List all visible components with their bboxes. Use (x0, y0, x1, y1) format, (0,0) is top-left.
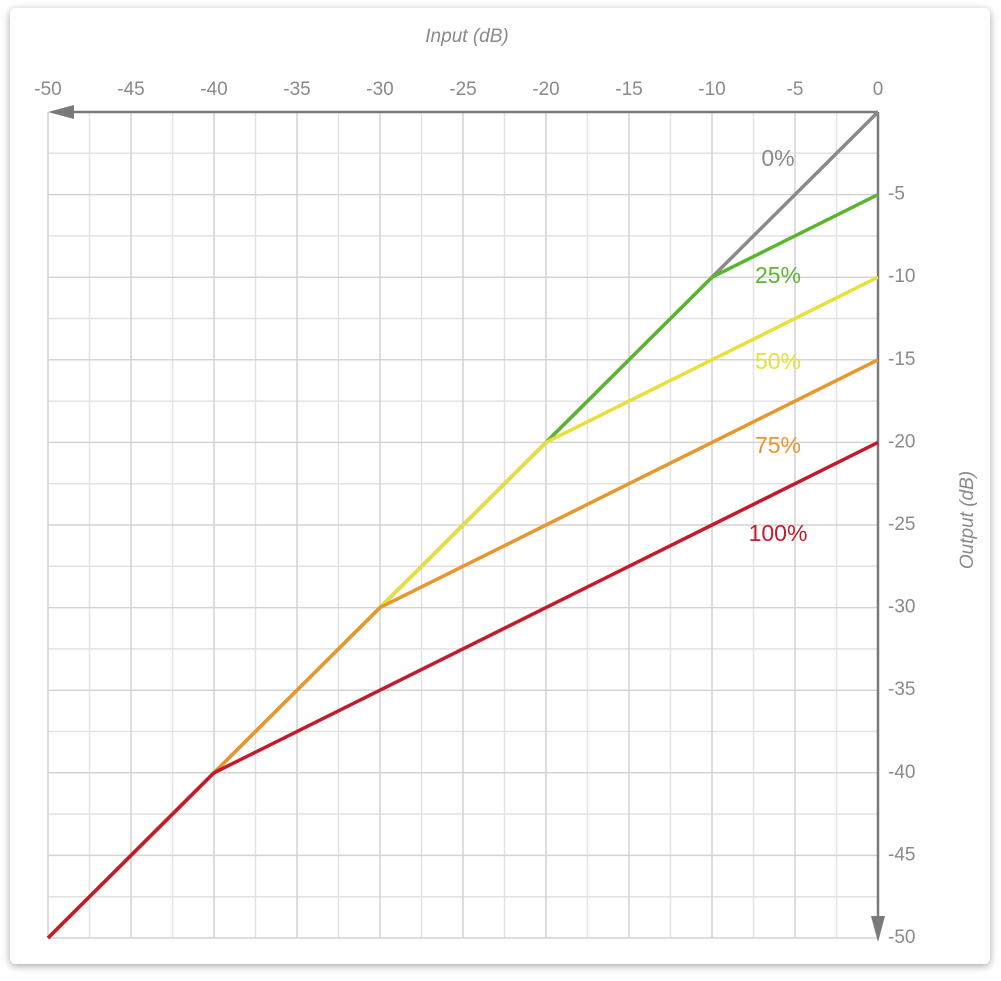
series-label: 100% (749, 520, 808, 546)
x-tick-label: -30 (366, 79, 393, 100)
x-tick-label: -5 (787, 79, 804, 100)
y-tick-label: -20 (888, 431, 915, 452)
y-tick-label: -15 (888, 349, 915, 370)
y-axis-arrow (871, 916, 885, 942)
x-tick-label: 0 (873, 79, 884, 100)
y-tick-label: -10 (888, 266, 915, 287)
series-label: 75% (755, 432, 801, 458)
series-line (46, 440, 879, 940)
series-label: 25% (755, 262, 801, 288)
x-tick-label: -45 (117, 79, 144, 100)
x-tick-label: -25 (449, 79, 476, 100)
x-tick-label: -15 (615, 79, 642, 100)
x-tick-label: -40 (200, 79, 227, 100)
y-tick-label: -45 (888, 844, 915, 865)
x-tick-label: -50 (34, 79, 61, 100)
y-tick-label: -40 (888, 762, 915, 783)
series-label: 0% (761, 145, 794, 171)
x-axis-arrow (48, 105, 74, 119)
y-tick-label: -30 (888, 597, 915, 618)
y-tick-label: -25 (888, 514, 915, 535)
x-axis-title: Input (dB) (425, 26, 508, 47)
y-tick-label: -50 (888, 927, 915, 948)
x-tick-label: -10 (698, 79, 725, 100)
y-axis-title: Output (dB) (957, 471, 978, 569)
x-tick-label: -20 (532, 79, 559, 100)
y-tick-label: -5 (888, 184, 905, 205)
y-tick-label: -35 (888, 679, 915, 700)
x-tick-label: -35 (283, 79, 310, 100)
series-label: 50% (755, 348, 801, 374)
